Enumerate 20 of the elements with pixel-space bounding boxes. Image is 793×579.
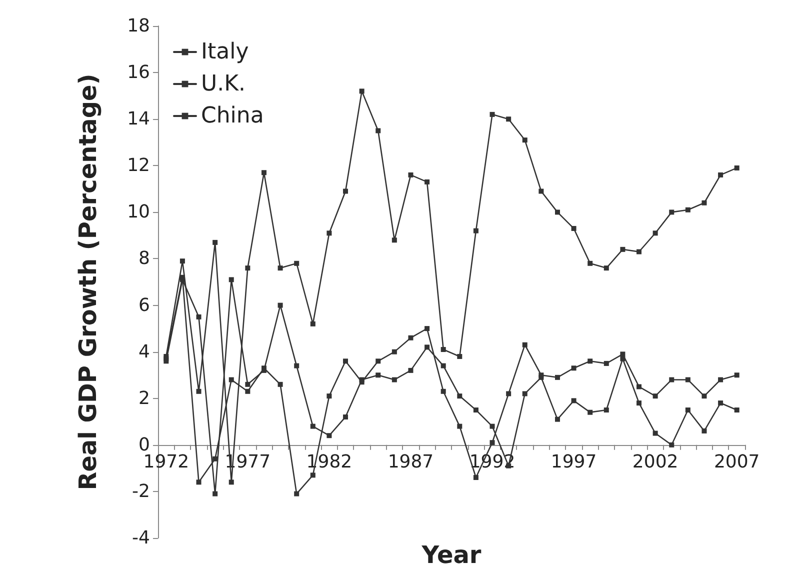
y-tick-label: 2 xyxy=(138,388,150,409)
legend-label: Italy xyxy=(201,40,249,64)
legend-label: China xyxy=(201,104,264,128)
y-tick-label: 12 xyxy=(127,155,150,176)
x-tick-label: 2002 xyxy=(632,451,678,472)
x-axis-title: Year xyxy=(420,540,482,569)
y-tick-label: 14 xyxy=(127,108,150,130)
y-tick-label: 10 xyxy=(127,202,150,223)
y-axis-title: Real GDP Growth (Percentage) xyxy=(74,74,102,490)
y-tick-label: 16 xyxy=(127,62,150,84)
y-tick-label: -2 xyxy=(132,480,150,502)
x-tick-label: 1997 xyxy=(550,451,597,472)
y-tick-label: 18 xyxy=(127,16,150,36)
y-tick-label: 4 xyxy=(138,341,150,362)
y-tick-label: -4 xyxy=(132,528,150,548)
y-tick-label: 6 xyxy=(138,294,150,316)
x-tick-label: 1987 xyxy=(388,451,434,472)
legend-label: U.K. xyxy=(201,72,246,96)
x-tick-label: 2007 xyxy=(714,451,760,472)
y-tick-label: 8 xyxy=(138,248,150,270)
